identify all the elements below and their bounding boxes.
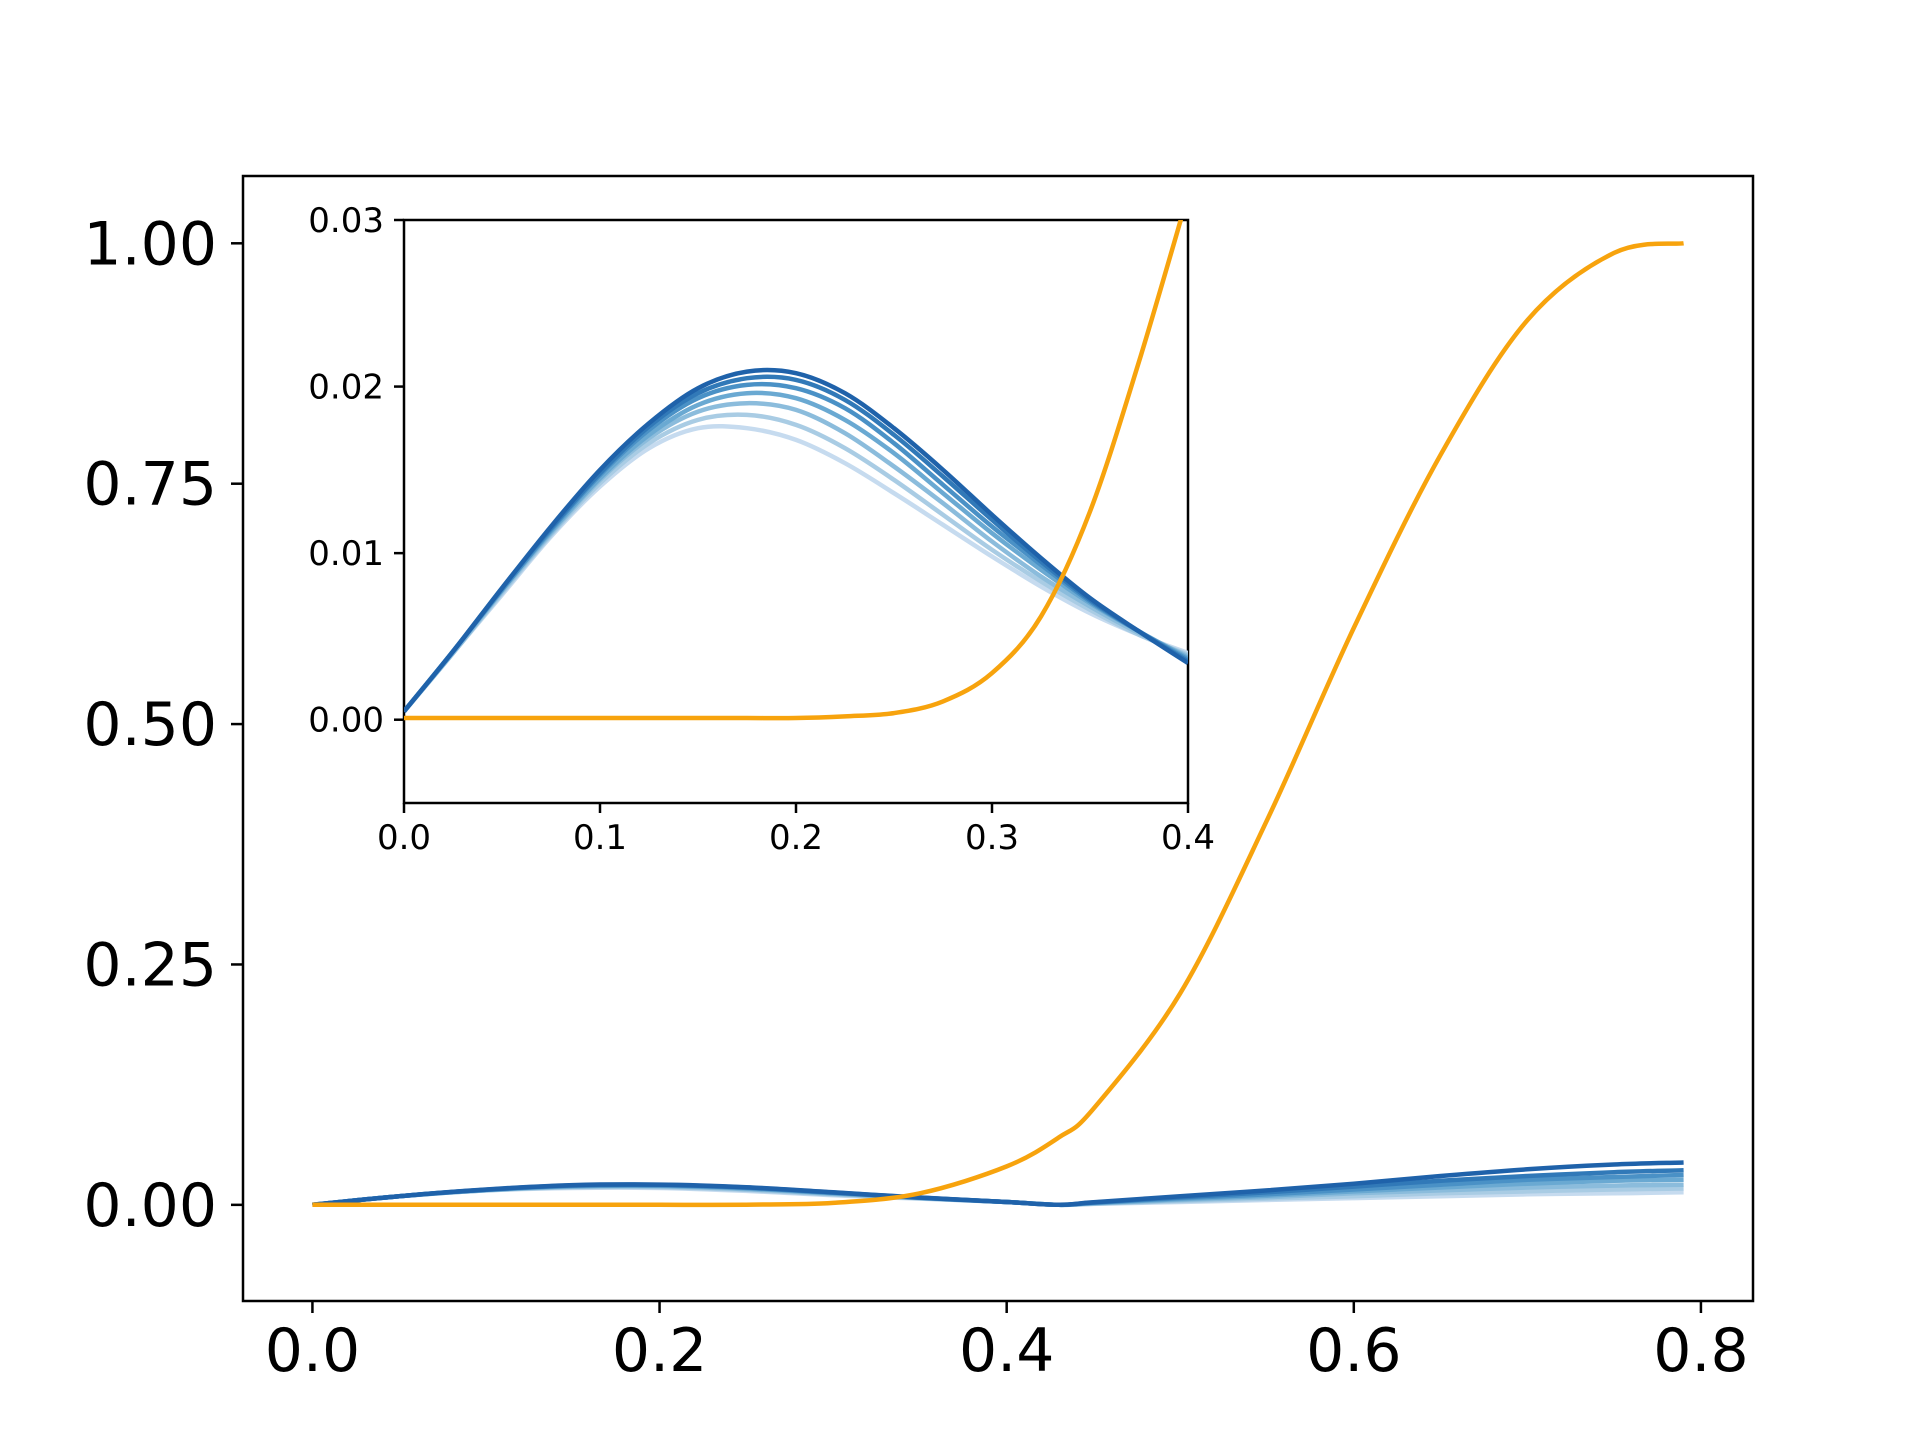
inset-y-tick-label: 0.01 [308, 534, 384, 574]
main-series-line-7 [312, 1160, 1684, 1208]
main-y-tick-label: 0.50 [83, 690, 217, 760]
inset-frame [402, 218, 1190, 805]
main-y-tick-label: 1.00 [83, 209, 217, 279]
inset-y-tick-label: 0.02 [308, 368, 384, 408]
inset-x-tick-label: 0.3 [965, 818, 1019, 858]
main-y-tick-label: 0.75 [83, 450, 217, 520]
inset-x-tick-label: 0.2 [769, 818, 823, 858]
inset-y-tick-label: 0.03 [308, 201, 384, 241]
inset-series-line-0 [404, 220, 1184, 721]
main-x-tick-label: 0.6 [1306, 1316, 1401, 1386]
inset-axes: 0.0 0.1 0.2 0.3 0.4 0.00 0.01 0.02 0.03 [308, 201, 1215, 858]
main-y-tick-label: 0.25 [83, 930, 217, 1000]
main-series-group [312, 241, 1684, 1208]
main-x-tick-label: 0.2 [612, 1316, 707, 1386]
inset-y-tick-label: 0.00 [308, 701, 384, 741]
inset-series-group [404, 220, 1188, 721]
inset-x-tick-label: 0.4 [1161, 818, 1215, 858]
main-series-line-0 [312, 241, 1684, 1208]
inset-x-tick-label: 0.1 [573, 818, 627, 858]
main-x-tick-label: 0.4 [959, 1316, 1054, 1386]
inset-x-tick-label: 0.0 [377, 818, 431, 858]
inset-series-line-7 [404, 367, 1188, 713]
main-x-tick-label: 0.8 [1653, 1316, 1748, 1386]
main-y-tick-label: 0.00 [83, 1171, 217, 1241]
main-x-tick-label: 0.0 [265, 1316, 360, 1386]
